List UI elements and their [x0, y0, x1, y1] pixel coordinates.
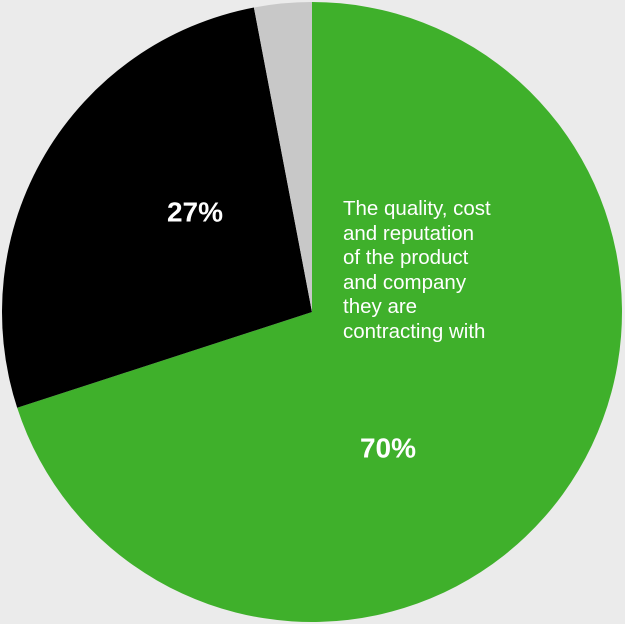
slice-gray	[253, 1, 312, 312]
slice-green	[17, 2, 622, 622]
slice-black	[1, 7, 313, 408]
green-slice-annotation: The quality, cost and reputation of the …	[343, 197, 491, 343]
slice-green-label: 70%	[360, 432, 416, 463]
slice-black-label: 27%	[167, 196, 223, 227]
